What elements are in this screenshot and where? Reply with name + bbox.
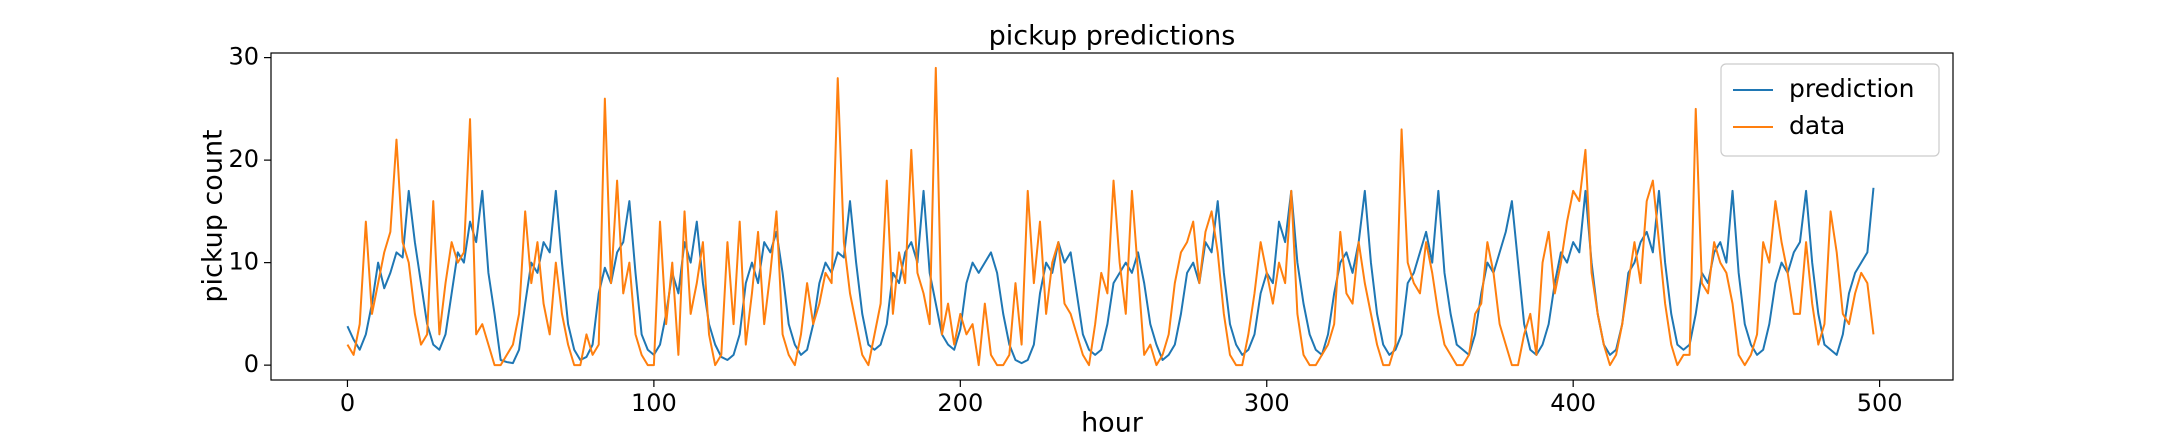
y-tick-label: 0 [244, 350, 259, 378]
plot-frame [270, 52, 1954, 381]
x-tick-label: 0 [340, 389, 355, 417]
legend-box [1720, 63, 1940, 157]
y-tick-label: 10 [228, 248, 259, 276]
legend-label: prediction [1789, 74, 1914, 103]
x-tick-label: 300 [1244, 389, 1290, 417]
y-tick-label: 30 [228, 43, 259, 71]
x-tick-label: 500 [1857, 389, 1903, 417]
x-tick-label: 100 [631, 389, 677, 417]
data-line [346, 66, 1875, 367]
chart-title: pickup predictions [989, 21, 1236, 52]
y-axis-label: pickup count [198, 129, 229, 302]
legend-label: data [1789, 111, 1845, 140]
y-tick-label: 20 [228, 145, 259, 173]
x-axis-label: hour [1081, 408, 1144, 432]
x-tick-label: 200 [937, 389, 983, 417]
x-tick-label: 400 [1550, 389, 1596, 417]
